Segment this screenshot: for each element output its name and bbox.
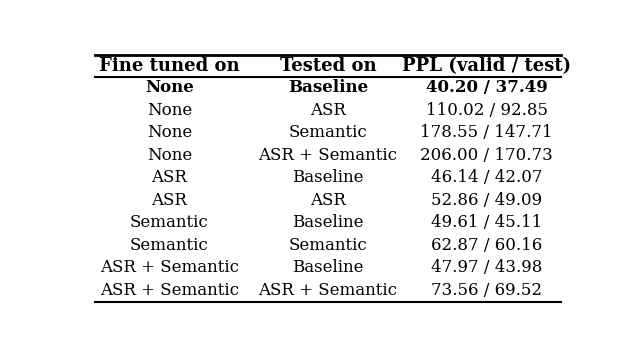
Text: 47.97 / 43.98: 47.97 / 43.98 <box>431 259 543 276</box>
Text: ASR: ASR <box>151 192 188 209</box>
Text: None: None <box>147 124 192 141</box>
Text: Baseline: Baseline <box>292 214 364 231</box>
Text: None: None <box>147 147 192 164</box>
Text: ASR: ASR <box>310 102 346 119</box>
Text: Baseline: Baseline <box>292 169 364 187</box>
Text: ASR + Semantic: ASR + Semantic <box>100 259 239 276</box>
Text: Tested on: Tested on <box>280 57 376 75</box>
Text: Semantic: Semantic <box>130 214 209 231</box>
Text: PPL (valid / test): PPL (valid / test) <box>402 57 572 75</box>
Text: 52.86 / 49.09: 52.86 / 49.09 <box>431 192 542 209</box>
Text: 73.56 / 69.52: 73.56 / 69.52 <box>431 282 542 299</box>
Text: None: None <box>147 102 192 119</box>
Text: 46.14 / 42.07: 46.14 / 42.07 <box>431 169 543 187</box>
Text: 49.61 / 45.11: 49.61 / 45.11 <box>431 214 542 231</box>
Text: 62.87 / 60.16: 62.87 / 60.16 <box>431 237 542 254</box>
Text: Baseline: Baseline <box>292 259 364 276</box>
Text: Baseline: Baseline <box>288 79 368 96</box>
Text: 110.02 / 92.85: 110.02 / 92.85 <box>426 102 548 119</box>
Text: ASR + Semantic: ASR + Semantic <box>259 147 397 164</box>
Text: ASR: ASR <box>310 192 346 209</box>
Text: ASR + Semantic: ASR + Semantic <box>100 282 239 299</box>
Text: 206.00 / 170.73: 206.00 / 170.73 <box>420 147 553 164</box>
Text: 178.55 / 147.71: 178.55 / 147.71 <box>420 124 553 141</box>
Text: ASR + Semantic: ASR + Semantic <box>259 282 397 299</box>
Text: 40.20 / 37.49: 40.20 / 37.49 <box>426 79 548 96</box>
Text: Semantic: Semantic <box>130 237 209 254</box>
Text: Semantic: Semantic <box>289 237 367 254</box>
Text: None: None <box>145 79 194 96</box>
Text: Semantic: Semantic <box>289 124 367 141</box>
Text: ASR: ASR <box>151 169 188 187</box>
Text: Fine tuned on: Fine tuned on <box>99 57 239 75</box>
